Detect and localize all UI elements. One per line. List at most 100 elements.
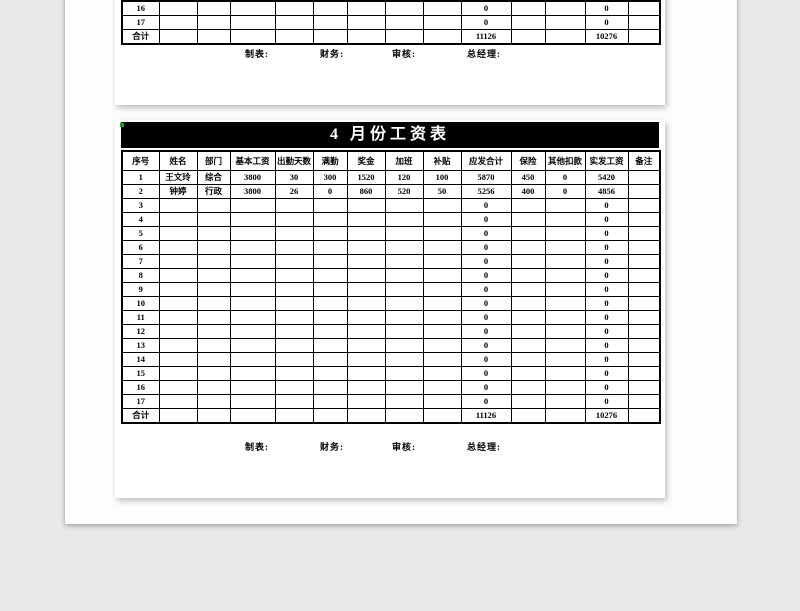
table-cell <box>510 379 546 395</box>
table-cell <box>274 225 314 241</box>
table-cell: 3800 <box>229 169 276 185</box>
table-cell <box>510 281 546 297</box>
table-cell <box>158 337 198 353</box>
table-cell: 0 <box>584 239 629 255</box>
table-cell: 6 <box>121 239 160 255</box>
table-cell: 10276 <box>584 29 629 45</box>
table-cell <box>312 239 348 255</box>
table-cell: 0 <box>460 323 512 339</box>
table-cell <box>544 351 586 367</box>
table-cell: 0 <box>584 225 629 241</box>
table-cell <box>627 379 661 395</box>
table-cell <box>158 211 198 227</box>
column-header: 补贴 <box>422 150 462 171</box>
table-cell: 14 <box>121 351 160 367</box>
table-cell <box>229 211 276 227</box>
table-row: 15 0 0 <box>121 365 661 381</box>
table-cell: 0 <box>584 379 629 395</box>
table-cell: 100 <box>422 169 462 185</box>
table-cell <box>510 239 546 255</box>
table-cell: 0 <box>460 0 512 16</box>
table-cell: 0 <box>584 0 629 16</box>
table-row: 2 钟婷 行政 3800 26 0 860 520 50 5256 400 0 4856 <box>121 183 661 199</box>
table-cell: 3 <box>121 197 160 213</box>
table-cell <box>274 281 314 297</box>
table-cell: 11126 <box>460 29 512 45</box>
table-cell <box>229 295 276 311</box>
table-cell <box>312 225 348 241</box>
table-cell <box>346 267 386 283</box>
table-cell <box>158 29 198 45</box>
table-row: 9 0 0 <box>121 281 661 297</box>
table-cell <box>346 337 386 353</box>
table-cell <box>346 239 386 255</box>
table-cell <box>422 29 462 45</box>
table-cell <box>544 239 586 255</box>
table-cell <box>229 337 276 353</box>
table-cell <box>384 267 424 283</box>
table-cell <box>544 197 586 213</box>
table-cell <box>510 295 546 311</box>
table-cell <box>422 211 462 227</box>
table-cell <box>274 253 314 269</box>
table-cell <box>510 225 546 241</box>
table-cell <box>627 407 661 423</box>
table-cell: 4 <box>121 211 160 227</box>
table-cell <box>510 15 546 30</box>
table-cell <box>510 253 546 269</box>
table-cell: 0 <box>460 337 512 353</box>
table-cell <box>196 281 231 297</box>
table-cell <box>422 407 462 423</box>
table-cell <box>627 29 661 45</box>
table-cell <box>312 267 348 283</box>
table-cell <box>274 197 314 213</box>
table-cell: 17 <box>121 15 160 30</box>
label-general-manager: 总经理: <box>467 442 501 452</box>
table-cell <box>312 337 348 353</box>
column-header: 出勤天数 <box>274 150 314 171</box>
table-cell: 0 <box>460 351 512 367</box>
table-cell: 8 <box>121 267 160 283</box>
label-general-manager: 总经理: <box>467 49 501 59</box>
table-cell: 9 <box>121 281 160 297</box>
table-cell: 120 <box>384 169 424 185</box>
table-cell <box>229 351 276 367</box>
table-cell <box>384 29 424 45</box>
table-cell <box>196 379 231 395</box>
table-cell: 860 <box>346 183 386 199</box>
table-cell <box>422 225 462 241</box>
table-cell <box>229 239 276 255</box>
table-cell <box>627 239 661 255</box>
table-cell <box>627 393 661 409</box>
table-cell <box>274 365 314 381</box>
table-cell: 0 <box>584 337 629 353</box>
table-cell <box>158 267 198 283</box>
table-cell <box>158 0 198 16</box>
table-cell: 综合 <box>196 169 231 185</box>
table-cell <box>544 15 586 30</box>
table-cell <box>229 253 276 269</box>
table-cell <box>384 407 424 423</box>
table-cell <box>196 0 231 16</box>
signature-row: 制表: 财务: 审核: 总经理: <box>115 47 665 61</box>
table-cell: 50 <box>422 183 462 199</box>
table-cell: 0 <box>544 183 586 199</box>
column-header: 实发工资 <box>584 150 629 171</box>
table-cell: 王文玲 <box>158 169 198 185</box>
table-cell: 3800 <box>229 183 276 199</box>
table-cell: 0 <box>460 379 512 395</box>
table-cell <box>422 365 462 381</box>
table-cell <box>544 253 586 269</box>
table-cell: 0 <box>584 309 629 325</box>
table-cell: 0 <box>460 211 512 227</box>
table-cell: 0 <box>460 309 512 325</box>
table-cell: 0 <box>460 393 512 409</box>
table-cell <box>158 239 198 255</box>
table-cell <box>627 0 661 16</box>
table-cell <box>229 407 276 423</box>
table-cell <box>158 323 198 339</box>
table-cell: 0 <box>584 393 629 409</box>
table-cell <box>312 0 348 16</box>
table-cell <box>274 393 314 409</box>
table-cell: 0 <box>584 295 629 311</box>
